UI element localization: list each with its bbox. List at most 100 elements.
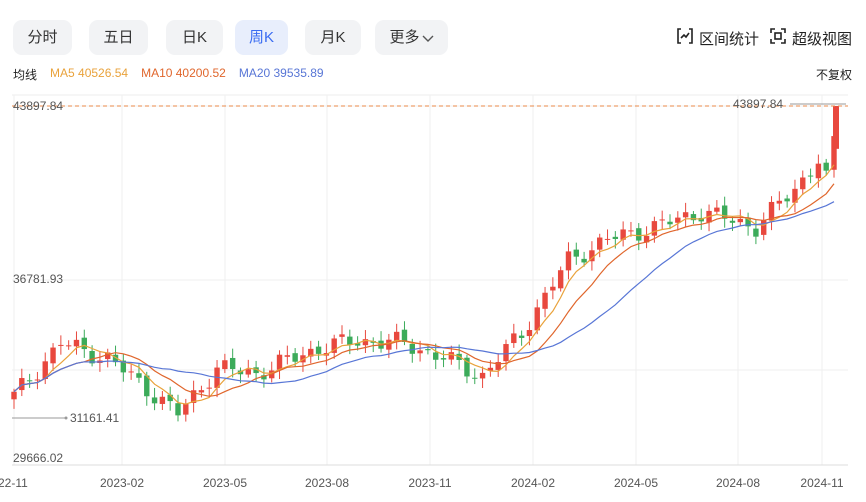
candle-body: [253, 367, 259, 374]
adjust-selector[interactable]: 不复权: [815, 68, 852, 82]
candle-body: [667, 221, 673, 225]
candle: [58, 335, 64, 355]
candle: [636, 223, 642, 251]
candle: [26, 373, 33, 388]
candle-body: [542, 292, 548, 309]
candle-body: [175, 403, 181, 416]
chevron-down-icon: [422, 21, 434, 56]
candle-body: [651, 221, 658, 236]
candle: [339, 325, 345, 344]
candle-body: [604, 238, 611, 240]
ma20-line: [13, 201, 835, 393]
candle: [331, 334, 337, 359]
candle: [112, 345, 119, 367]
candle: [706, 204, 712, 232]
candle-body: [300, 355, 306, 363]
candle-body: [597, 237, 603, 250]
candles: [11, 106, 839, 422]
candle-body: [534, 307, 540, 331]
candle-body: [636, 228, 642, 241]
candle-body: [761, 220, 767, 235]
x-tick-label: 2024-11: [800, 476, 843, 490]
candle: [776, 191, 783, 211]
candle-body: [721, 205, 728, 219]
candle: [167, 386, 173, 411]
candle: [120, 353, 127, 382]
candle-body: [675, 217, 681, 223]
x-tick-label: 2023-05: [203, 476, 247, 490]
candle-body: [409, 343, 415, 354]
ma-legend: 均线 MA5 40526.54 MA10 40200.52 MA20 39535…: [13, 66, 324, 83]
candle-body: [433, 352, 439, 360]
legend-ma20: MA20 39535.89: [238, 66, 324, 80]
max-price-label: 43897.84: [733, 97, 783, 111]
candle: [472, 368, 478, 385]
y-tick-label: 43897.84: [13, 99, 63, 113]
candle-body: [292, 353, 298, 362]
super-view-label: 超级视图: [791, 30, 852, 48]
candle: [214, 360, 220, 398]
candle-body: [417, 350, 423, 354]
candle-body: [120, 360, 127, 373]
candle: [495, 353, 501, 377]
candle-body: [448, 352, 455, 360]
candle-body: [612, 236, 619, 240]
tab-monthly-k[interactable]: 月K: [305, 20, 361, 55]
candle: [597, 233, 603, 258]
candle: [190, 380, 197, 413]
tab-daily-k[interactable]: 日K: [166, 20, 223, 55]
candle: [362, 330, 369, 353]
candle-body: [198, 390, 205, 393]
candle-body: [550, 286, 556, 291]
candle-body: [833, 106, 839, 149]
candle-body: [690, 214, 697, 221]
candle: [183, 398, 189, 422]
candle-body: [628, 230, 634, 232]
candle-body: [401, 329, 408, 342]
candle: [229, 348, 236, 378]
candle: [284, 345, 291, 365]
candle-body: [276, 354, 283, 370]
candle: [378, 331, 384, 353]
candle-body: [573, 249, 579, 257]
candle: [65, 340, 72, 350]
candle: [393, 323, 400, 350]
tab-more[interactable]: 更多: [375, 20, 448, 55]
super-view-button[interactable]: 超级视图: [769, 27, 852, 49]
candle: [565, 242, 572, 280]
candle: [261, 367, 267, 388]
candle: [768, 196, 775, 231]
candle: [73, 331, 80, 355]
candle-body: [768, 201, 775, 221]
candle-body: [784, 198, 790, 202]
candle-body: [331, 338, 337, 353]
legend-ma5: MA5 40526.54: [50, 66, 129, 80]
tab-five-day[interactable]: 五日: [89, 20, 148, 55]
candle-body: [347, 336, 353, 345]
candle: [105, 348, 111, 368]
candle: [128, 364, 134, 380]
range-stats-label: 区间统计: [698, 30, 759, 48]
candle-body: [58, 344, 64, 346]
ma10-line: [13, 183, 835, 397]
candle-body: [800, 177, 806, 190]
candle-body: [308, 348, 314, 357]
candle-body: [495, 362, 501, 370]
tab-intraday[interactable]: 分时: [13, 20, 72, 55]
candle: [34, 371, 41, 390]
candle-body: [581, 258, 587, 263]
min-price-label: 31161.41: [70, 411, 119, 425]
candle-body: [565, 251, 572, 271]
candle: [714, 200, 720, 215]
x-tick-label: 2023-11: [408, 476, 451, 490]
x-tick-label: 2023-02: [100, 476, 144, 490]
candle-body: [206, 387, 212, 389]
candle-body: [190, 390, 197, 403]
candle-body: [183, 404, 189, 415]
candle: [198, 385, 205, 398]
range-stats-button[interactable]: 区间统计: [676, 27, 759, 49]
tab-weekly-k[interactable]: 周K: [235, 20, 288, 55]
candle: [604, 229, 611, 245]
candle-body: [65, 345, 72, 347]
